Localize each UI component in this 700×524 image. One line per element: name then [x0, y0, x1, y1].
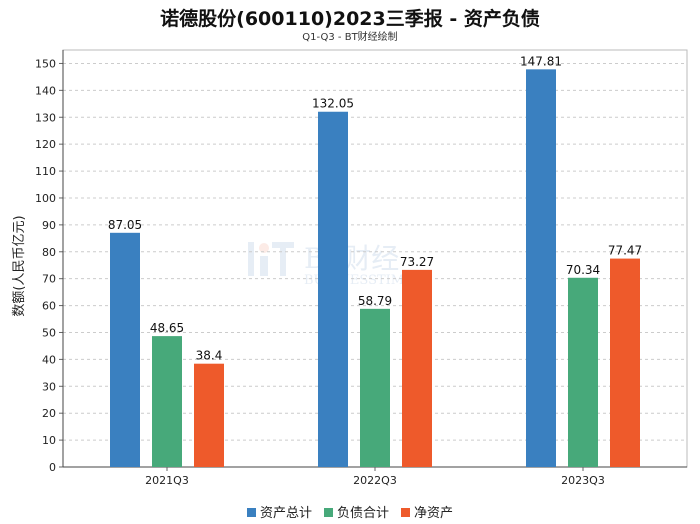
bar-净资产-2021Q3 — [194, 363, 224, 467]
legend: 资产总计 负债合计 净资产 — [0, 502, 700, 521]
legend-label: 资产总计 — [259, 506, 312, 521]
y-tick-label: 90 — [42, 219, 56, 232]
y-tick-label: 50 — [42, 326, 56, 339]
y-tick-label: 0 — [49, 461, 56, 474]
y-tick-label: 100 — [35, 192, 56, 205]
y-tick-label: 120 — [35, 138, 56, 151]
bar-资产总计-2023Q3 — [526, 69, 556, 468]
legend-swatch — [323, 508, 333, 517]
bar-负债合计-2023Q3 — [568, 277, 598, 467]
y-tick-label: 40 — [42, 353, 56, 366]
legend-label: 净资产 — [414, 506, 454, 521]
chart-title: 诺德股份(600110)2023三季报 - 资产负债 — [160, 8, 540, 30]
data-label: 58.79 — [358, 294, 392, 308]
data-labels: 87.05 48.65 38.4 132.05 58.79 73.27 147.81 70.3… — [108, 54, 642, 362]
bar-净资产-2022Q3 — [402, 269, 432, 467]
x-tick-label: 2023Q3 — [561, 474, 605, 487]
y-tick-label: 70 — [42, 273, 56, 286]
legend-item: 净资产 — [401, 502, 453, 521]
legend-label: 负债合计 — [336, 506, 389, 521]
y-tick-label: 130 — [35, 111, 56, 124]
data-label: 38.4 — [196, 349, 223, 363]
legend-item: 资产总计 — [246, 502, 312, 521]
bar-负债合计-2021Q3 — [152, 336, 182, 467]
x-tick-label: 2022Q3 — [353, 474, 397, 487]
data-label: 70.34 — [566, 263, 600, 277]
data-label: 132.05 — [312, 97, 354, 111]
bars — [110, 69, 640, 468]
x-tick-label: 2021Q3 — [145, 474, 189, 487]
data-label: 87.05 — [108, 218, 142, 232]
bar-资产总计-2021Q3 — [110, 232, 140, 467]
y-tick-label: 150 — [35, 57, 56, 70]
bar-负债合计-2022Q3 — [360, 308, 390, 467]
data-label: 77.47 — [608, 244, 642, 258]
y-tick-label: 20 — [42, 407, 56, 420]
y-tick-label: 30 — [42, 380, 56, 393]
legend-item: 负债合计 — [323, 502, 389, 521]
bar-资产总计-2022Q3 — [318, 111, 348, 467]
data-label: 147.81 — [520, 54, 562, 68]
y-tick-label: 10 — [42, 434, 56, 447]
y-tick-label: 110 — [35, 165, 56, 178]
legend-swatch — [401, 508, 410, 517]
bar-净资产-2023Q3 — [610, 258, 640, 467]
data-label: 73.27 — [400, 255, 434, 269]
y-axis-label: 数额(人民币亿元) — [12, 215, 27, 316]
y-tick-label: 140 — [35, 84, 56, 97]
chart-subtitle: Q1-Q3 - BT财经绘制 — [302, 32, 398, 43]
y-tick-label: 80 — [42, 246, 56, 259]
y-tick-label: 60 — [42, 300, 56, 313]
data-label: 48.65 — [150, 321, 184, 335]
legend-swatch — [246, 508, 256, 517]
